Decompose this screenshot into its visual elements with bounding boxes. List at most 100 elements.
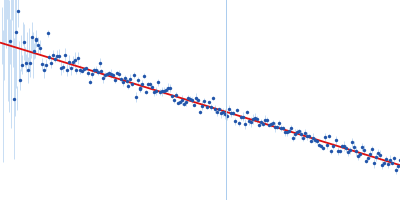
Point (244, 110, 250, 114)
Point (60, 66, 66, 69)
Point (203, 105, 210, 109)
Point (114, 71, 120, 74)
Point (56, 54, 62, 57)
Point (38, 62, 45, 65)
Point (385, 162, 391, 165)
Point (147, 83, 153, 86)
Point (141, 74, 147, 77)
Point (375, 152, 381, 155)
Point (179, 99, 186, 102)
Point (116, 73, 122, 76)
Point (292, 133, 298, 136)
Point (368, 148, 375, 151)
Point (151, 91, 157, 94)
Point (246, 120, 252, 123)
Point (370, 161, 377, 165)
Point (104, 72, 110, 76)
Point (193, 96, 200, 99)
Point (143, 90, 149, 94)
Point (58, 66, 64, 69)
Point (338, 144, 345, 148)
Point (137, 88, 143, 91)
Point (278, 127, 284, 130)
Point (52, 57, 58, 60)
Point (395, 164, 400, 167)
Point (254, 118, 260, 121)
Point (98, 70, 105, 73)
Point (175, 101, 182, 104)
Point (320, 147, 327, 150)
Point (256, 124, 262, 127)
Point (189, 98, 196, 101)
Point (33, 37, 39, 40)
Point (21, 41, 27, 44)
Point (350, 145, 357, 148)
Point (118, 78, 124, 81)
Point (163, 88, 170, 92)
Point (358, 146, 365, 149)
Point (92, 68, 99, 71)
Point (268, 123, 274, 126)
Point (102, 73, 108, 76)
Point (137, 86, 143, 89)
Point (149, 85, 155, 89)
Point (397, 158, 400, 161)
Point (96, 61, 103, 64)
Point (260, 122, 266, 125)
Point (236, 122, 242, 125)
Point (77, 68, 84, 72)
Point (391, 157, 397, 160)
Point (314, 140, 320, 143)
Point (360, 148, 367, 151)
Point (379, 164, 385, 167)
Point (112, 78, 118, 82)
Point (68, 67, 74, 70)
Point (79, 69, 86, 72)
Point (191, 103, 198, 106)
Point (131, 74, 138, 77)
Point (252, 116, 258, 119)
Point (362, 159, 369, 162)
Point (110, 73, 116, 77)
Point (264, 118, 270, 121)
Point (13, 31, 19, 34)
Point (286, 129, 292, 133)
Point (121, 76, 128, 79)
Point (161, 89, 167, 92)
Point (23, 61, 29, 65)
Point (298, 133, 304, 136)
Point (262, 119, 268, 122)
Point (209, 96, 216, 100)
Point (322, 136, 329, 139)
Point (228, 112, 234, 115)
Point (207, 105, 214, 109)
Point (224, 115, 230, 118)
Point (336, 150, 343, 153)
Point (133, 96, 139, 99)
Point (230, 111, 236, 115)
Point (324, 144, 331, 147)
Point (73, 69, 80, 72)
Point (94, 71, 101, 74)
Point (310, 136, 316, 139)
Point (266, 123, 272, 127)
Point (17, 78, 23, 81)
Point (187, 97, 194, 100)
Point (280, 127, 286, 130)
Point (197, 111, 204, 114)
Point (75, 57, 82, 60)
Point (108, 72, 114, 75)
Point (90, 69, 97, 72)
Point (334, 149, 341, 153)
Point (157, 91, 163, 94)
Point (106, 72, 112, 75)
Point (242, 123, 248, 126)
Point (183, 100, 190, 104)
Point (46, 55, 53, 58)
Point (302, 132, 308, 135)
Point (352, 150, 359, 153)
Point (100, 76, 107, 79)
Point (258, 120, 264, 124)
Point (62, 53, 68, 56)
Point (173, 93, 180, 96)
